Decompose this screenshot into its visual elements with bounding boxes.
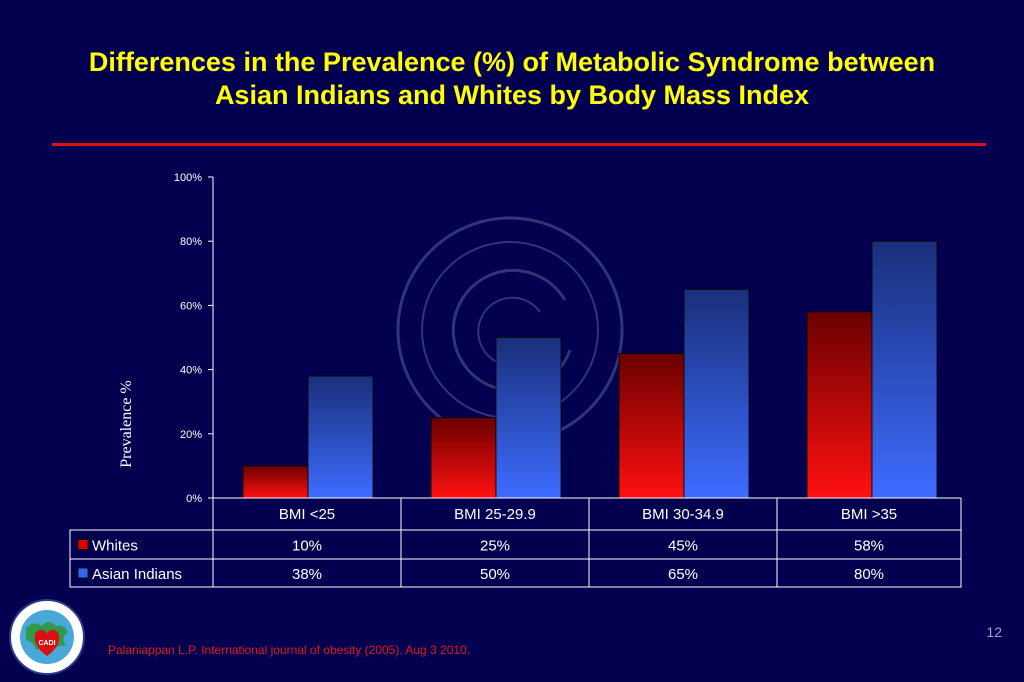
bar-asian-indians-2	[683, 288, 750, 499]
x-category-label: BMI >35	[841, 506, 897, 523]
data-label: 65%	[668, 566, 698, 583]
data-label: 45%	[668, 538, 698, 555]
slide-title-line-1: Differences in the Prevalence (%) of Met…	[88, 47, 936, 77]
logo-center-text: CADI	[38, 640, 55, 647]
data-label: 58%	[854, 538, 884, 555]
data-label: 80%	[854, 566, 884, 583]
slide-title: Differences in the Prevalence (%) of Met…	[20, 46, 1004, 112]
legend-swatch-asian-indians	[77, 567, 89, 579]
bar-whites-0	[242, 465, 309, 499]
bar-whites-1	[430, 417, 497, 499]
data-label: 38%	[292, 566, 322, 583]
x-category-label: BMI 30-34.9	[642, 506, 724, 523]
legend-label-whites: Whites	[92, 538, 138, 555]
bar-asian-indians-1	[495, 337, 562, 499]
data-label: 50%	[480, 566, 510, 583]
y-tick-label: 60%	[180, 300, 202, 312]
legend-label-asian-indians: Asian Indians	[92, 566, 182, 583]
cadi-logo: CADI	[9, 599, 85, 675]
bar-asian-indians-3	[871, 240, 938, 499]
bar-asian-indians-0	[307, 375, 374, 499]
y-tick-label: 80%	[180, 236, 202, 248]
y-tick-label: 100%	[174, 172, 202, 184]
y-tick-label: 20%	[180, 429, 202, 441]
y-tick-label: 40%	[180, 365, 202, 377]
title-divider	[52, 143, 986, 146]
bar-whites-3	[806, 311, 873, 499]
y-axis-label: Prevalence %	[118, 380, 135, 468]
slide-title-line-2: Asian Indians and Whites by Body Mass In…	[214, 80, 810, 110]
citation-text: Palaniappan L.P. International journal o…	[108, 643, 471, 657]
slide-number: 12	[986, 624, 1002, 640]
data-label: 10%	[292, 538, 322, 555]
bar-whites-2	[618, 353, 685, 499]
data-label: 25%	[480, 538, 510, 555]
legend-swatch-whites	[77, 539, 89, 550]
x-category-label: BMI <25	[279, 506, 335, 523]
x-category-label: BMI 25-29.9	[454, 506, 536, 523]
y-tick-label: 0%	[186, 493, 202, 505]
